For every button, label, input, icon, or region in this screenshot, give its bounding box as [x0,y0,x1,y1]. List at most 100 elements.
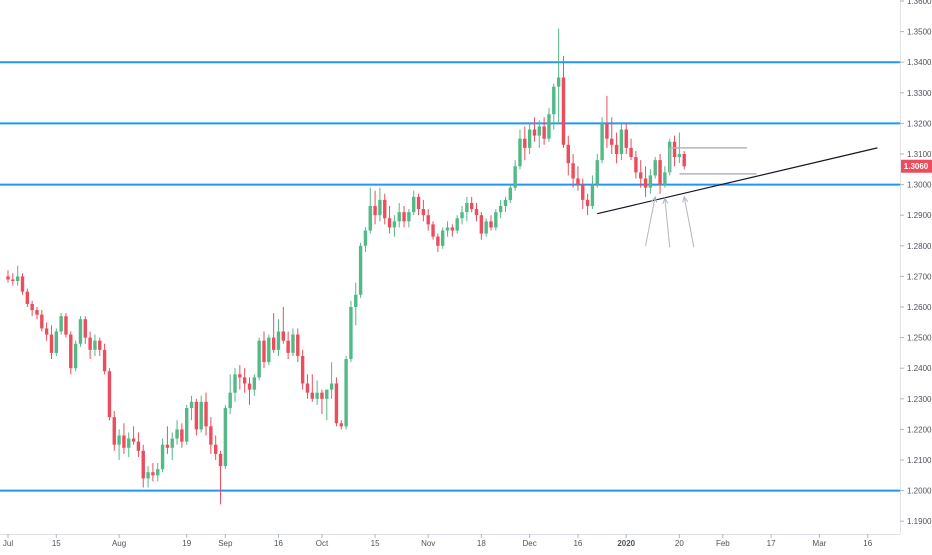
time-tick-label: 16 [274,539,283,548]
candle [639,160,643,188]
candle-body [648,175,653,188]
candles [6,28,686,505]
candle-body [315,392,319,399]
candle-body [561,77,566,145]
candle-body [242,377,247,384]
candle-body [605,123,609,139]
candle-body [581,184,585,200]
price-tick-label: 1.2400 [907,364,932,373]
candle [300,349,305,390]
candle-body [552,86,556,115]
price-tick-label: 1.2700 [907,272,932,281]
candle [643,166,648,197]
candle [474,202,479,222]
candle [170,432,174,460]
candle [508,184,513,203]
candle [383,193,387,225]
candle [595,154,599,188]
candle-body [484,221,488,234]
candle-body [228,392,232,408]
candle [88,331,92,360]
candle [25,288,30,307]
candle [605,95,609,148]
candle-body [127,438,131,448]
candle [131,426,136,445]
candle [378,187,382,222]
candle [315,380,319,405]
last-price-tag-background [901,159,932,173]
candle-body [624,129,628,148]
candle-body [639,172,643,179]
candle [247,377,252,405]
candle [281,307,286,344]
candle [291,328,295,356]
candle [629,138,633,161]
candle [30,300,34,317]
candle-body [363,230,368,246]
candle-body [93,340,97,350]
candle [320,389,324,415]
candle [40,310,44,332]
candle-body [175,429,179,439]
candle [310,374,314,402]
candle [397,202,401,228]
candle-body [494,212,498,228]
candle [426,209,430,231]
candle [358,242,363,298]
candle [542,117,546,145]
annotation-arrow[interactable] [682,195,695,248]
candle-body [49,334,54,353]
candle [242,368,247,393]
candle-body [112,417,116,445]
candle [634,150,638,179]
candle [373,190,377,225]
candle [469,196,474,213]
candle-body [15,276,20,281]
price-tick-label: 1.3200 [907,119,932,128]
candle [571,154,575,188]
candle-body [189,401,194,408]
time-axis[interactable]: Jul 15 Aug 19 Sep 16 Oct 15 Nov 18 Dec 16 2020 20 Feb 1… [3,534,873,548]
candle-body [378,199,382,216]
candle [590,175,595,210]
candle-body [556,77,561,87]
candle-body [643,178,648,188]
time-tick-label: Feb [716,539,730,548]
time-tick-label: 15 [371,539,380,548]
candle [503,196,508,213]
candle [349,300,353,363]
candle-body [291,334,295,353]
candle [479,212,484,240]
candle-body [402,212,406,222]
time-tick-label: 19 [182,539,191,548]
candle [585,193,590,216]
candle [257,337,261,381]
candle [54,328,58,356]
candle [619,123,624,161]
candle [160,438,165,473]
candle [344,355,348,430]
candle-body [213,444,218,454]
candle-body [69,334,73,369]
price-axis[interactable]: 1.3600 1.3500 1.3400 1.3300 1.3200 1.3100 1.30… [900,0,932,526]
candle [387,206,392,234]
candle-body [634,157,638,173]
candle-body [78,319,83,344]
candle [416,193,421,216]
candle-body [296,334,300,356]
candle [576,166,580,191]
annotation-arrow[interactable] [645,195,658,246]
candle-body [416,196,421,210]
candle-body [677,154,682,158]
arrow-shaft [664,198,671,248]
candle-body [160,444,165,470]
candle-body [262,340,266,363]
candle [465,196,469,222]
time-tick-label: Mar [813,539,827,548]
candle-body [426,215,430,225]
candle [107,368,112,421]
price-tick-label: 1.3600 [907,0,932,6]
time-tick-label: Dec [523,539,537,548]
trendline[interactable] [597,147,878,215]
annotation-arrow[interactable] [662,197,671,248]
